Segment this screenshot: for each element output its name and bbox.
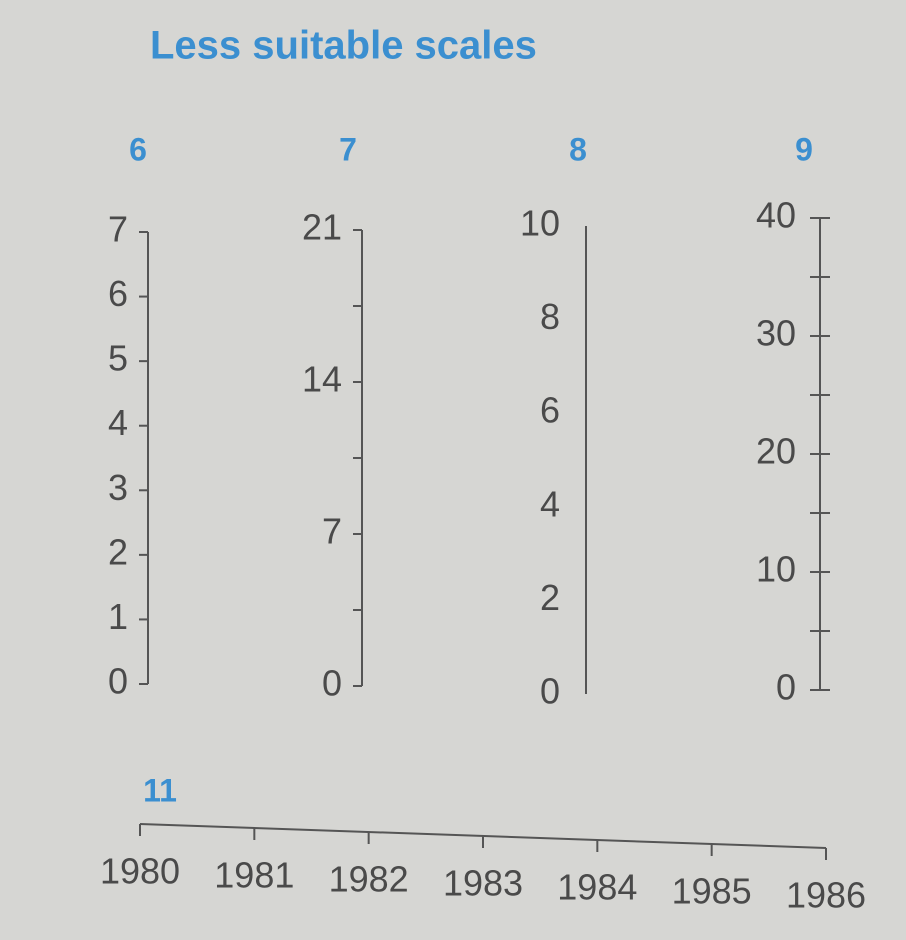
tick-label: 7 bbox=[322, 511, 342, 552]
tick-label: 0 bbox=[322, 663, 342, 704]
tick-label: 3 bbox=[108, 467, 128, 508]
scale-label: 8 bbox=[569, 131, 587, 167]
tick-label: 1 bbox=[108, 596, 128, 637]
tick-label: 10 bbox=[520, 203, 560, 244]
tick-label: 4 bbox=[540, 483, 560, 524]
tick-label: 8 bbox=[540, 296, 560, 337]
scale-label: 9 bbox=[795, 131, 813, 167]
tick-label: 10 bbox=[756, 549, 796, 590]
tick-label: 5 bbox=[108, 338, 128, 379]
tick-label: 1986 bbox=[786, 875, 866, 916]
tick-label: 2 bbox=[108, 531, 128, 572]
tick-label: 7 bbox=[108, 209, 128, 250]
scale-label: 6 bbox=[129, 131, 147, 167]
tick-label: 14 bbox=[302, 359, 342, 400]
tick-label: 30 bbox=[756, 313, 796, 354]
tick-label: 0 bbox=[776, 667, 796, 708]
tick-label: 6 bbox=[108, 273, 128, 314]
tick-label: 1981 bbox=[214, 855, 294, 896]
tick-label: 21 bbox=[302, 207, 342, 248]
tick-label: 6 bbox=[540, 390, 560, 431]
title: Less suitable scales bbox=[150, 24, 537, 68]
tick-label: 2 bbox=[540, 577, 560, 618]
tick-label: 4 bbox=[108, 402, 128, 443]
tick-label: 1982 bbox=[329, 859, 409, 900]
tick-label: 1980 bbox=[100, 851, 180, 892]
tick-label: 0 bbox=[540, 671, 560, 712]
tick-label: 40 bbox=[756, 195, 796, 236]
tick-label: 1984 bbox=[557, 867, 637, 908]
scale-label: 7 bbox=[339, 131, 357, 167]
scale-label: 11 bbox=[143, 772, 177, 808]
tick-label: 1985 bbox=[672, 871, 752, 912]
tick-label: 1983 bbox=[443, 863, 523, 904]
tick-label: 20 bbox=[756, 431, 796, 472]
tick-label: 0 bbox=[108, 661, 128, 702]
